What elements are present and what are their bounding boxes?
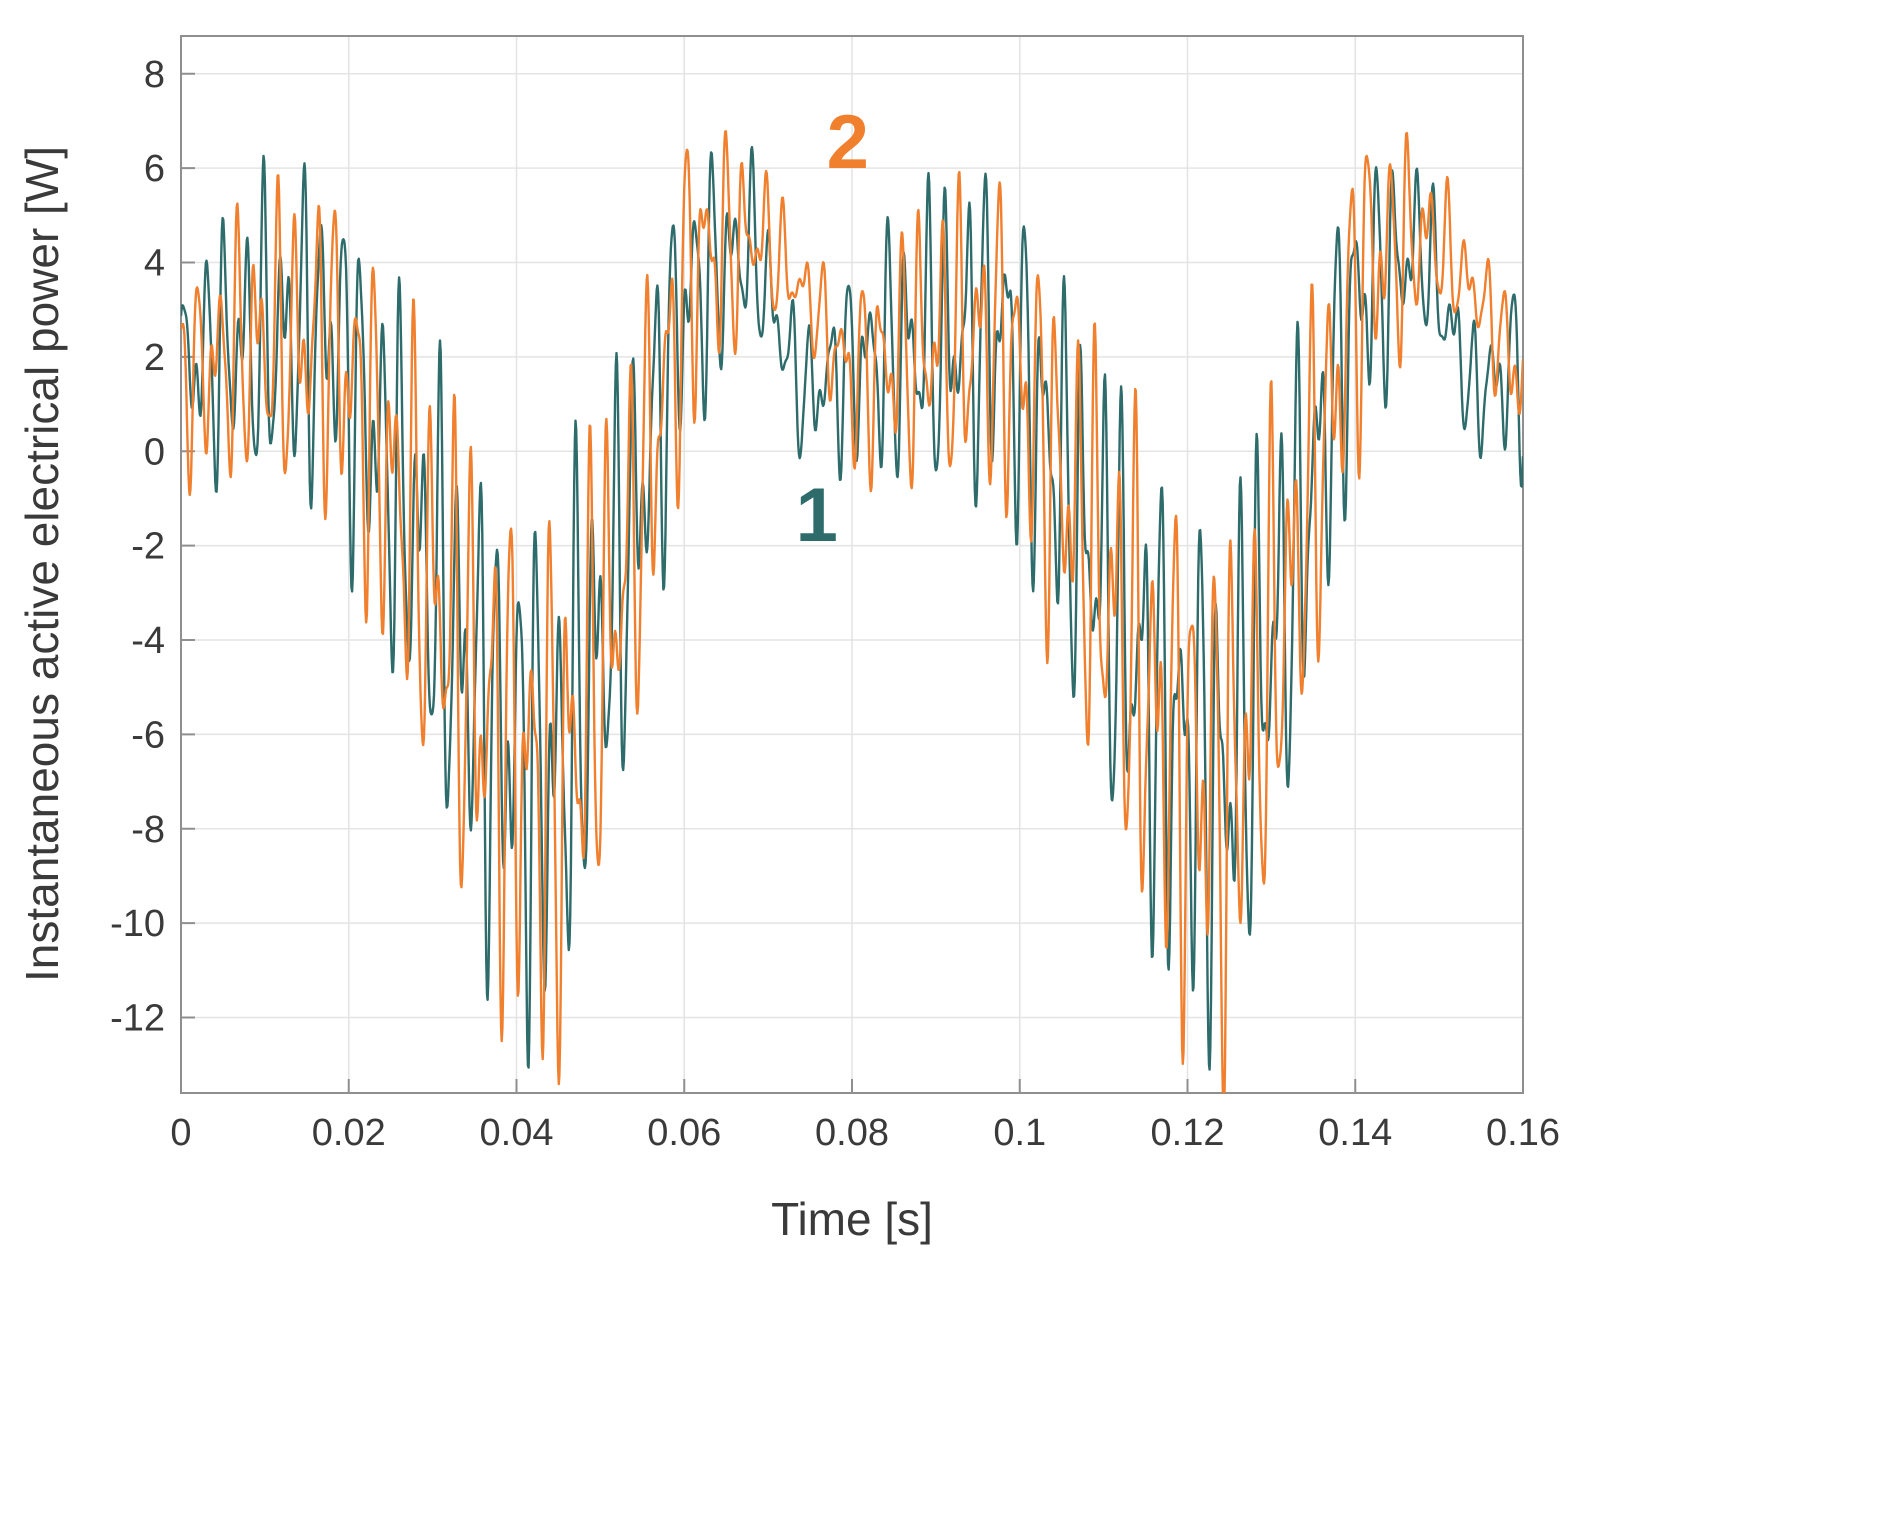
y-tick-label: 6 [144,148,165,190]
x-tick-label: 0.06 [647,1112,721,1154]
x-tick-label: 0.02 [312,1112,386,1154]
y-tick-label: -2 [131,526,165,568]
x-tick-label: 0.14 [1318,1112,1392,1154]
plot-border [180,35,1524,1094]
x-tick-label: 0.16 [1486,1112,1560,1154]
series-2-line [181,130,1523,1093]
series-1-label: 1 [796,473,838,558]
tick-labels: 0 0.02 0.04 0.06 0.08 0.1 0.12 0.14 0.16 -12 -10 -8… [110,54,1560,1154]
y-tick-label: -6 [131,714,165,756]
y-tick-label: -4 [131,620,165,662]
y-axis-label: Instantaneous active electrical power [W… [16,146,68,982]
y-tick-label: 8 [144,54,165,96]
y-tick-label: 0 [144,431,165,473]
x-tick-label: 0.08 [815,1112,889,1154]
series-lines [181,130,1523,1093]
x-tick-label: 0 [170,1112,191,1154]
y-tick-label: -12 [110,998,165,1040]
series-1-line [181,145,1523,1071]
y-tick-label: -10 [110,903,165,945]
x-tick-label: 0.04 [480,1112,554,1154]
x-tick-label: 0.12 [1151,1112,1225,1154]
series-2-label: 2 [827,100,869,185]
y-tick-label: -8 [131,809,165,851]
series-annotations: 21 [796,100,869,558]
x-axis-label: Time [s] [771,1193,933,1245]
x-tick-label: 0.1 [993,1112,1046,1154]
y-tick-label: 4 [144,243,165,285]
y-tick-label: 2 [144,337,165,379]
